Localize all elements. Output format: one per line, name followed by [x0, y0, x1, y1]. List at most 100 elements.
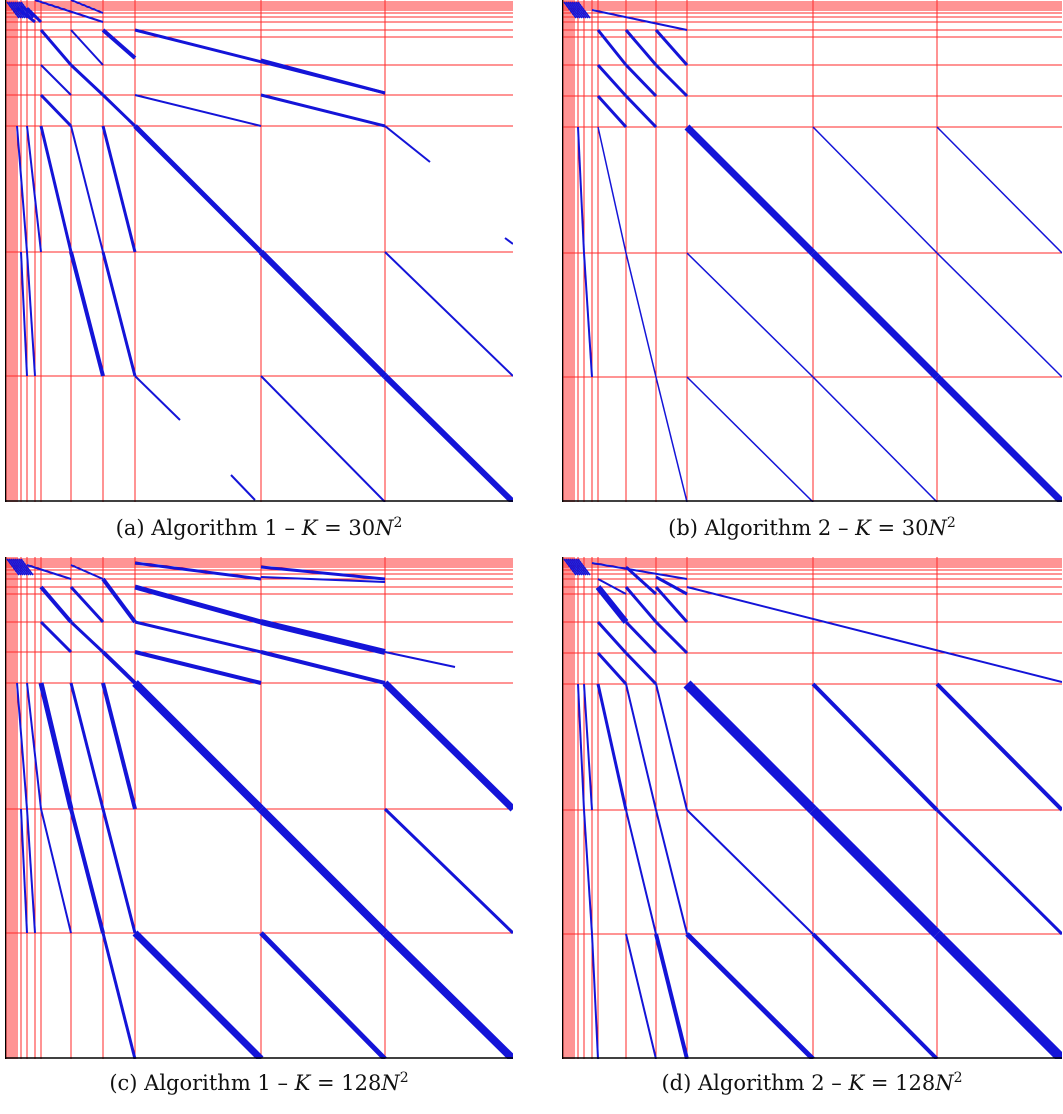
corner-band-a-7 [20, 1, 34, 19]
nonzero-band-c-5 [260, 576, 386, 583]
nonzero-band-b-1 [591, 9, 688, 31]
nonzero-band-b-16 [936, 252, 1062, 378]
nonzero-band-c-17 [260, 650, 386, 685]
nonzero-band-a-29 [134, 375, 181, 421]
nonzero-band-a-15 [384, 125, 431, 163]
nonzero-band-c-30 [101, 932, 137, 1059]
nonzero-bands-b [563, 1, 1062, 502]
nonzero-bands-d [563, 558, 1062, 1059]
nonzero-band-d-32 [591, 933, 599, 1059]
nonzero-band-c-1 [26, 564, 72, 580]
nonzero-band-d-33 [583, 683, 593, 811]
nonzero-band-d-26 [625, 809, 657, 935]
nonzero-band-a-8 [260, 58, 386, 95]
panel-a [5, 0, 513, 502]
nonzero-band-a-16 [101, 93, 137, 128]
nonzero-band-d-8 [654, 586, 689, 623]
nonzero-band-a-6 [101, 28, 137, 60]
nonzero-band-a-13 [134, 94, 262, 127]
nonzero-band-c-29 [101, 808, 137, 934]
nonzero-band-a-17 [39, 93, 73, 128]
nonzero-band-c-35 [26, 808, 36, 934]
nonzero-band-d-21 [685, 932, 815, 1059]
nonzero-band-b-10 [684, 124, 816, 256]
sparsity-plot-b [562, 0, 1062, 502]
nonzero-band-c-6 [39, 585, 73, 624]
nonzero-band-b-3 [654, 29, 689, 66]
corner-band-c-6 [18, 558, 32, 576]
nonzero-band-c-18 [132, 680, 264, 812]
nonzero-band-d-12 [596, 651, 628, 686]
nonzero-band-d-7 [624, 586, 658, 623]
nonzero-band-c-23 [132, 930, 264, 1059]
corner-band-b-2 [567, 1, 581, 19]
nonzero-band-c-22 [259, 931, 387, 1059]
nonzero-band-b-13 [812, 126, 938, 254]
nonzero-band-d-4 [655, 575, 688, 596]
nonzero-band-d-31 [583, 809, 593, 935]
corner-band-b-6 [575, 1, 589, 19]
corner-band-d-4 [571, 558, 585, 576]
panel-d [562, 557, 1062, 1059]
corner-band-a-3 [12, 1, 26, 19]
nonzero-bands-c [6, 558, 513, 1059]
nonzero-band-a-35 [504, 237, 513, 245]
corner-band-a-4 [14, 1, 28, 19]
corner-band-c-0 [6, 558, 20, 576]
nonzero-band-c-34 [20, 808, 28, 934]
nonzero-band-d-19 [686, 809, 814, 935]
nonzero-band-a-31 [16, 125, 28, 253]
corner-band-a-0 [6, 1, 20, 19]
corner-band-d-6 [575, 558, 589, 576]
corner-band-d-2 [567, 558, 581, 576]
nonzero-band-b-21 [655, 376, 688, 502]
sparsity-plot-a [5, 0, 513, 502]
nonzero-band-a-25 [384, 251, 513, 377]
nonzero-band-b-23 [583, 252, 593, 378]
nonzero-band-b-8 [596, 94, 628, 129]
nonzero-band-c-12 [384, 651, 456, 668]
nonzero-band-d-29 [625, 933, 657, 1059]
nonzero-band-d-5 [686, 586, 1062, 683]
nonzero-band-b-9 [624, 94, 658, 129]
nonzero-band-c-31 [40, 808, 72, 934]
nonzero-band-a-30 [26, 125, 42, 253]
nonzero-band-b-22 [577, 126, 585, 254]
nonzero-band-d-27 [655, 809, 688, 935]
nonzero-band-c-11 [134, 620, 262, 654]
nonzero-band-b-18 [812, 376, 938, 502]
nonzero-band-a-10 [70, 29, 104, 66]
corner-band-c-7 [20, 558, 34, 576]
nonzero-band-d-30 [577, 683, 585, 811]
nonzero-band-c-25 [38, 682, 74, 810]
corner-band-b-1 [565, 1, 579, 19]
corner-band-d-7 [577, 558, 591, 576]
nonzero-band-d-14 [683, 680, 817, 814]
nonzero-band-c-14 [69, 620, 105, 654]
nonzero-band-c-24 [383, 807, 513, 935]
nonzero-band-b-5 [596, 63, 628, 98]
nonzero-band-a-27 [69, 251, 105, 377]
nonzero-band-b-7 [654, 63, 689, 98]
nonzero-band-b-19 [597, 126, 627, 254]
nonzero-band-c-33 [16, 682, 28, 810]
nonzero-band-b-11 [810, 250, 940, 380]
nonzero-band-c-28 [69, 808, 105, 934]
nonzero-band-d-3 [624, 565, 658, 596]
corner-band-c-2 [10, 558, 24, 576]
panel-c [5, 557, 513, 1059]
corner-band-c-4 [14, 558, 28, 576]
corner-band-b-4 [571, 1, 585, 19]
nonzero-band-d-13 [624, 651, 658, 686]
corner-band-d-1 [565, 558, 579, 576]
nonzero-band-a-19 [133, 124, 263, 254]
corner-band-d-3 [569, 558, 583, 576]
nonzero-band-b-12 [934, 374, 1062, 502]
nonzero-band-a-20 [258, 249, 388, 379]
nonzero-band-a-22 [101, 125, 137, 253]
corner-band-a-5 [16, 1, 30, 19]
nonzero-band-a-24 [70, 125, 104, 253]
nonzero-band-a-14 [260, 93, 386, 128]
nonzero-band-a-4 [34, 0, 104, 23]
nonzero-band-b-14 [936, 126, 1062, 254]
